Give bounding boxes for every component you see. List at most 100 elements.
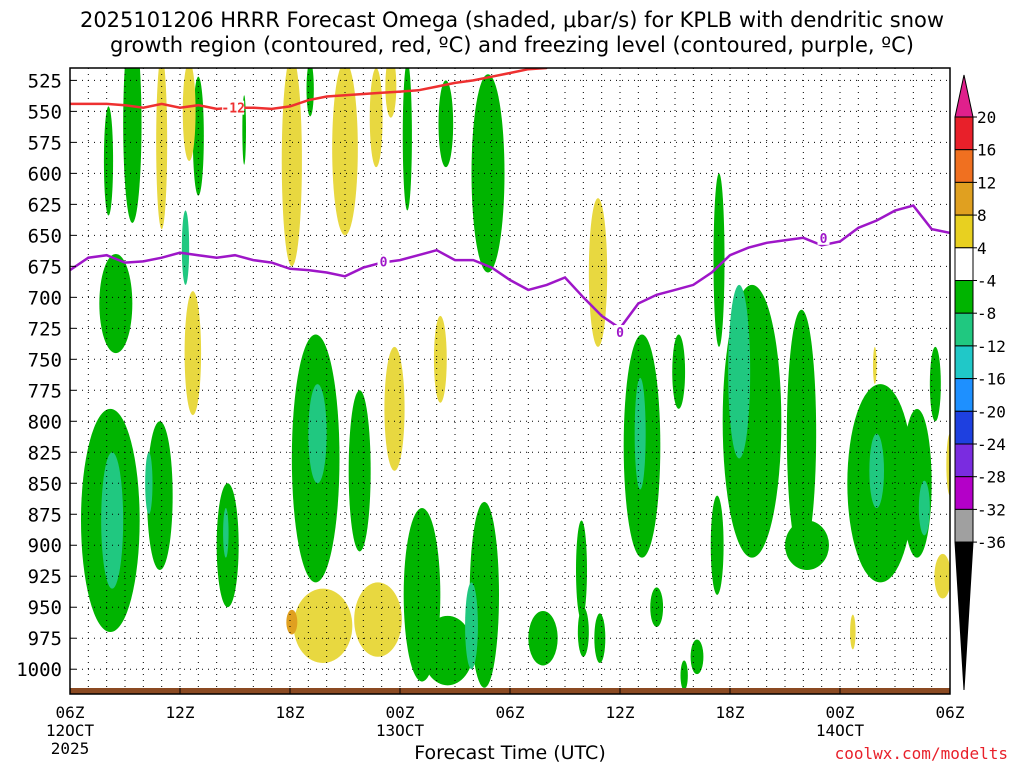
omega-region: [528, 610, 558, 666]
colorbar-segment: [954, 214, 974, 249]
omega-region: [306, 68, 314, 117]
colorbar-segment: [954, 247, 974, 282]
y-tick-label: 525: [28, 70, 62, 92]
x-tick-label: 06Z: [496, 703, 525, 722]
omega-region: [281, 68, 302, 267]
y-tick-label: 600: [28, 163, 62, 185]
colorbar-top-arrow: [954, 74, 974, 118]
x-axis-label: Forecast Time (UTC): [414, 742, 606, 764]
x-tick-date: 12OCT: [46, 721, 95, 740]
omega-region: [588, 198, 608, 347]
omega-region: [672, 334, 686, 409]
colorbar-segment: [954, 312, 974, 347]
y-tick-label: 1000: [16, 659, 62, 681]
y-tick-label: 625: [28, 194, 62, 216]
colorbar-label: 8: [977, 206, 987, 225]
y-tick-label: 750: [28, 349, 62, 371]
site-credit: coolwx.com/modelts: [834, 744, 1008, 763]
omega-region: [384, 346, 405, 471]
omega-region: [634, 377, 646, 490]
freezing-level-line: [70, 204, 950, 331]
y-tick-label: 575: [28, 132, 62, 154]
omega-region: [929, 346, 941, 422]
omega-region: [101, 452, 124, 589]
omega-region: [422, 615, 474, 686]
omega-region: [369, 68, 383, 168]
x-tick-label: 18Z: [716, 703, 745, 722]
x-tick-label: 06Z: [56, 703, 85, 722]
colorbar-segment: [954, 345, 974, 380]
omega-region: [293, 588, 353, 664]
dgz-isotherm-line: [70, 68, 547, 111]
y-tick-label: 925: [28, 566, 62, 588]
omega-region: [690, 639, 704, 675]
colorbar-segment: [954, 476, 974, 510]
x-tick-label: 06Z: [936, 703, 965, 722]
y-tick-label: 550: [28, 101, 62, 123]
colorbar-segment: [954, 149, 974, 183]
y-axis: 525 550 575 600 625 650 675 700 725 750 775 800 825 8…: [16, 70, 76, 681]
y-tick-label: 650: [28, 225, 62, 247]
omega-region: [402, 68, 412, 211]
omega-region: [918, 480, 930, 536]
colorbar-bottom-arrow: [954, 541, 974, 691]
y-tick-label: 775: [28, 380, 62, 402]
y-tick-label: 700: [28, 287, 62, 309]
omega-region: [147, 421, 173, 571]
colorbar-label: 16: [977, 141, 996, 160]
freezing-label-bg: [817, 230, 830, 245]
colorbar-label: 4: [977, 239, 987, 258]
colorbar-label: -32: [977, 500, 1006, 519]
y-tick-label: 675: [28, 256, 62, 278]
omega-region: [181, 210, 190, 285]
x-tick-label: 12Z: [166, 703, 195, 722]
colorbar-label: -12: [977, 337, 1006, 356]
chart-title-line-1: 2025101206 HRRR Forecast Omega (shaded, …: [79, 8, 945, 32]
omega-region: [471, 74, 505, 273]
x-tick-year: 2025: [51, 739, 90, 758]
omega-region: [728, 284, 751, 459]
omega-region: [594, 613, 606, 664]
omega-region: [873, 346, 877, 385]
omega-region: [946, 433, 950, 496]
omega-region: [182, 68, 196, 161]
colorbar-label: -20: [977, 402, 1006, 421]
omega-region: [156, 68, 168, 230]
omega-region: [433, 315, 447, 403]
y-tick-label: 875: [28, 504, 62, 526]
y-tick-label: 850: [28, 473, 62, 495]
omega-region: [902, 408, 932, 558]
omega-region: [786, 309, 817, 558]
omega-region: [103, 106, 114, 216]
dgz-isotherm-label: -12: [221, 102, 244, 117]
omega-region: [713, 173, 725, 347]
x-tick-label: 00Z: [826, 703, 855, 722]
y-tick-label: 900: [28, 535, 62, 557]
freezing-label-bg: [614, 325, 626, 340]
gridlines: [70, 68, 950, 694]
omega-region: [710, 495, 724, 595]
colorbar-segment: [954, 280, 974, 314]
omega-region: [438, 80, 454, 168]
x-tick-label: 12Z: [606, 703, 635, 722]
colorbar-label: -36: [977, 533, 1006, 552]
colorbar-label: -28: [977, 468, 1006, 487]
omega-region: [308, 384, 327, 484]
freezing-level-label: 0: [380, 255, 388, 270]
freezing-level-label: 0: [820, 232, 828, 247]
y-tick-label: 825: [28, 442, 62, 464]
colorbar-segment: [954, 378, 974, 412]
omega-region: [354, 582, 402, 657]
colorbar-label: 12: [977, 173, 996, 192]
freezing-label-bg: [377, 254, 390, 269]
omega-region: [650, 587, 664, 628]
y-tick-label: 800: [28, 411, 62, 433]
colorbar-segment: [954, 443, 974, 478]
y-tick-label: 725: [28, 318, 62, 340]
x-tick-label: 00Z: [386, 703, 415, 722]
y-tick-label: 975: [28, 628, 62, 650]
contours: 0 0 0 -12: [70, 68, 950, 341]
omega-region: [286, 609, 298, 635]
